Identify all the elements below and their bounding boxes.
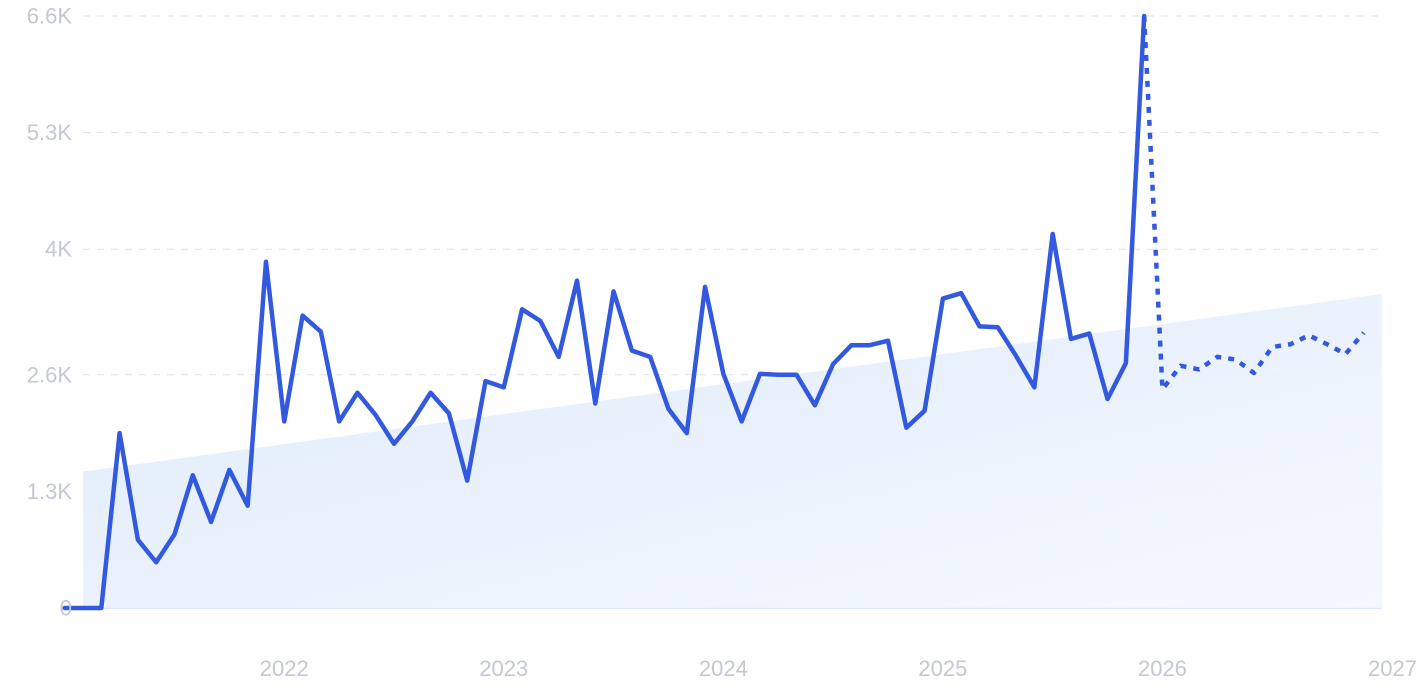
y-tick-label: 4K [45, 237, 72, 262]
forecast-line [1141, 15, 1366, 392]
trend-area-fill [83, 294, 1382, 608]
y-tick-label: 0 [60, 596, 72, 621]
series-lines [62, 13, 1366, 611]
x-axis-ticks: 2022 2023 2024 2025 2026 2027 [260, 656, 1417, 681]
y-tick-label: 1.3K [27, 479, 73, 504]
x-tick-label: 2023 [479, 656, 528, 681]
x-tick-label: 2027 [1368, 656, 1417, 681]
series-line [62, 13, 1147, 611]
y-tick-label: 2.6K [27, 362, 73, 387]
x-tick-label: 2025 [918, 656, 967, 681]
y-tick-label: 5.3K [27, 120, 73, 145]
x-tick-label: 2022 [260, 656, 309, 681]
y-tick-label: 6.6K [27, 4, 73, 29]
x-tick-label: 2024 [699, 656, 748, 681]
y-axis-ticks: 0 1.3K 2.6K 4K 5.3K 6.6K [27, 4, 73, 621]
x-tick-label: 2026 [1138, 656, 1187, 681]
trend-area [83, 294, 1382, 608]
